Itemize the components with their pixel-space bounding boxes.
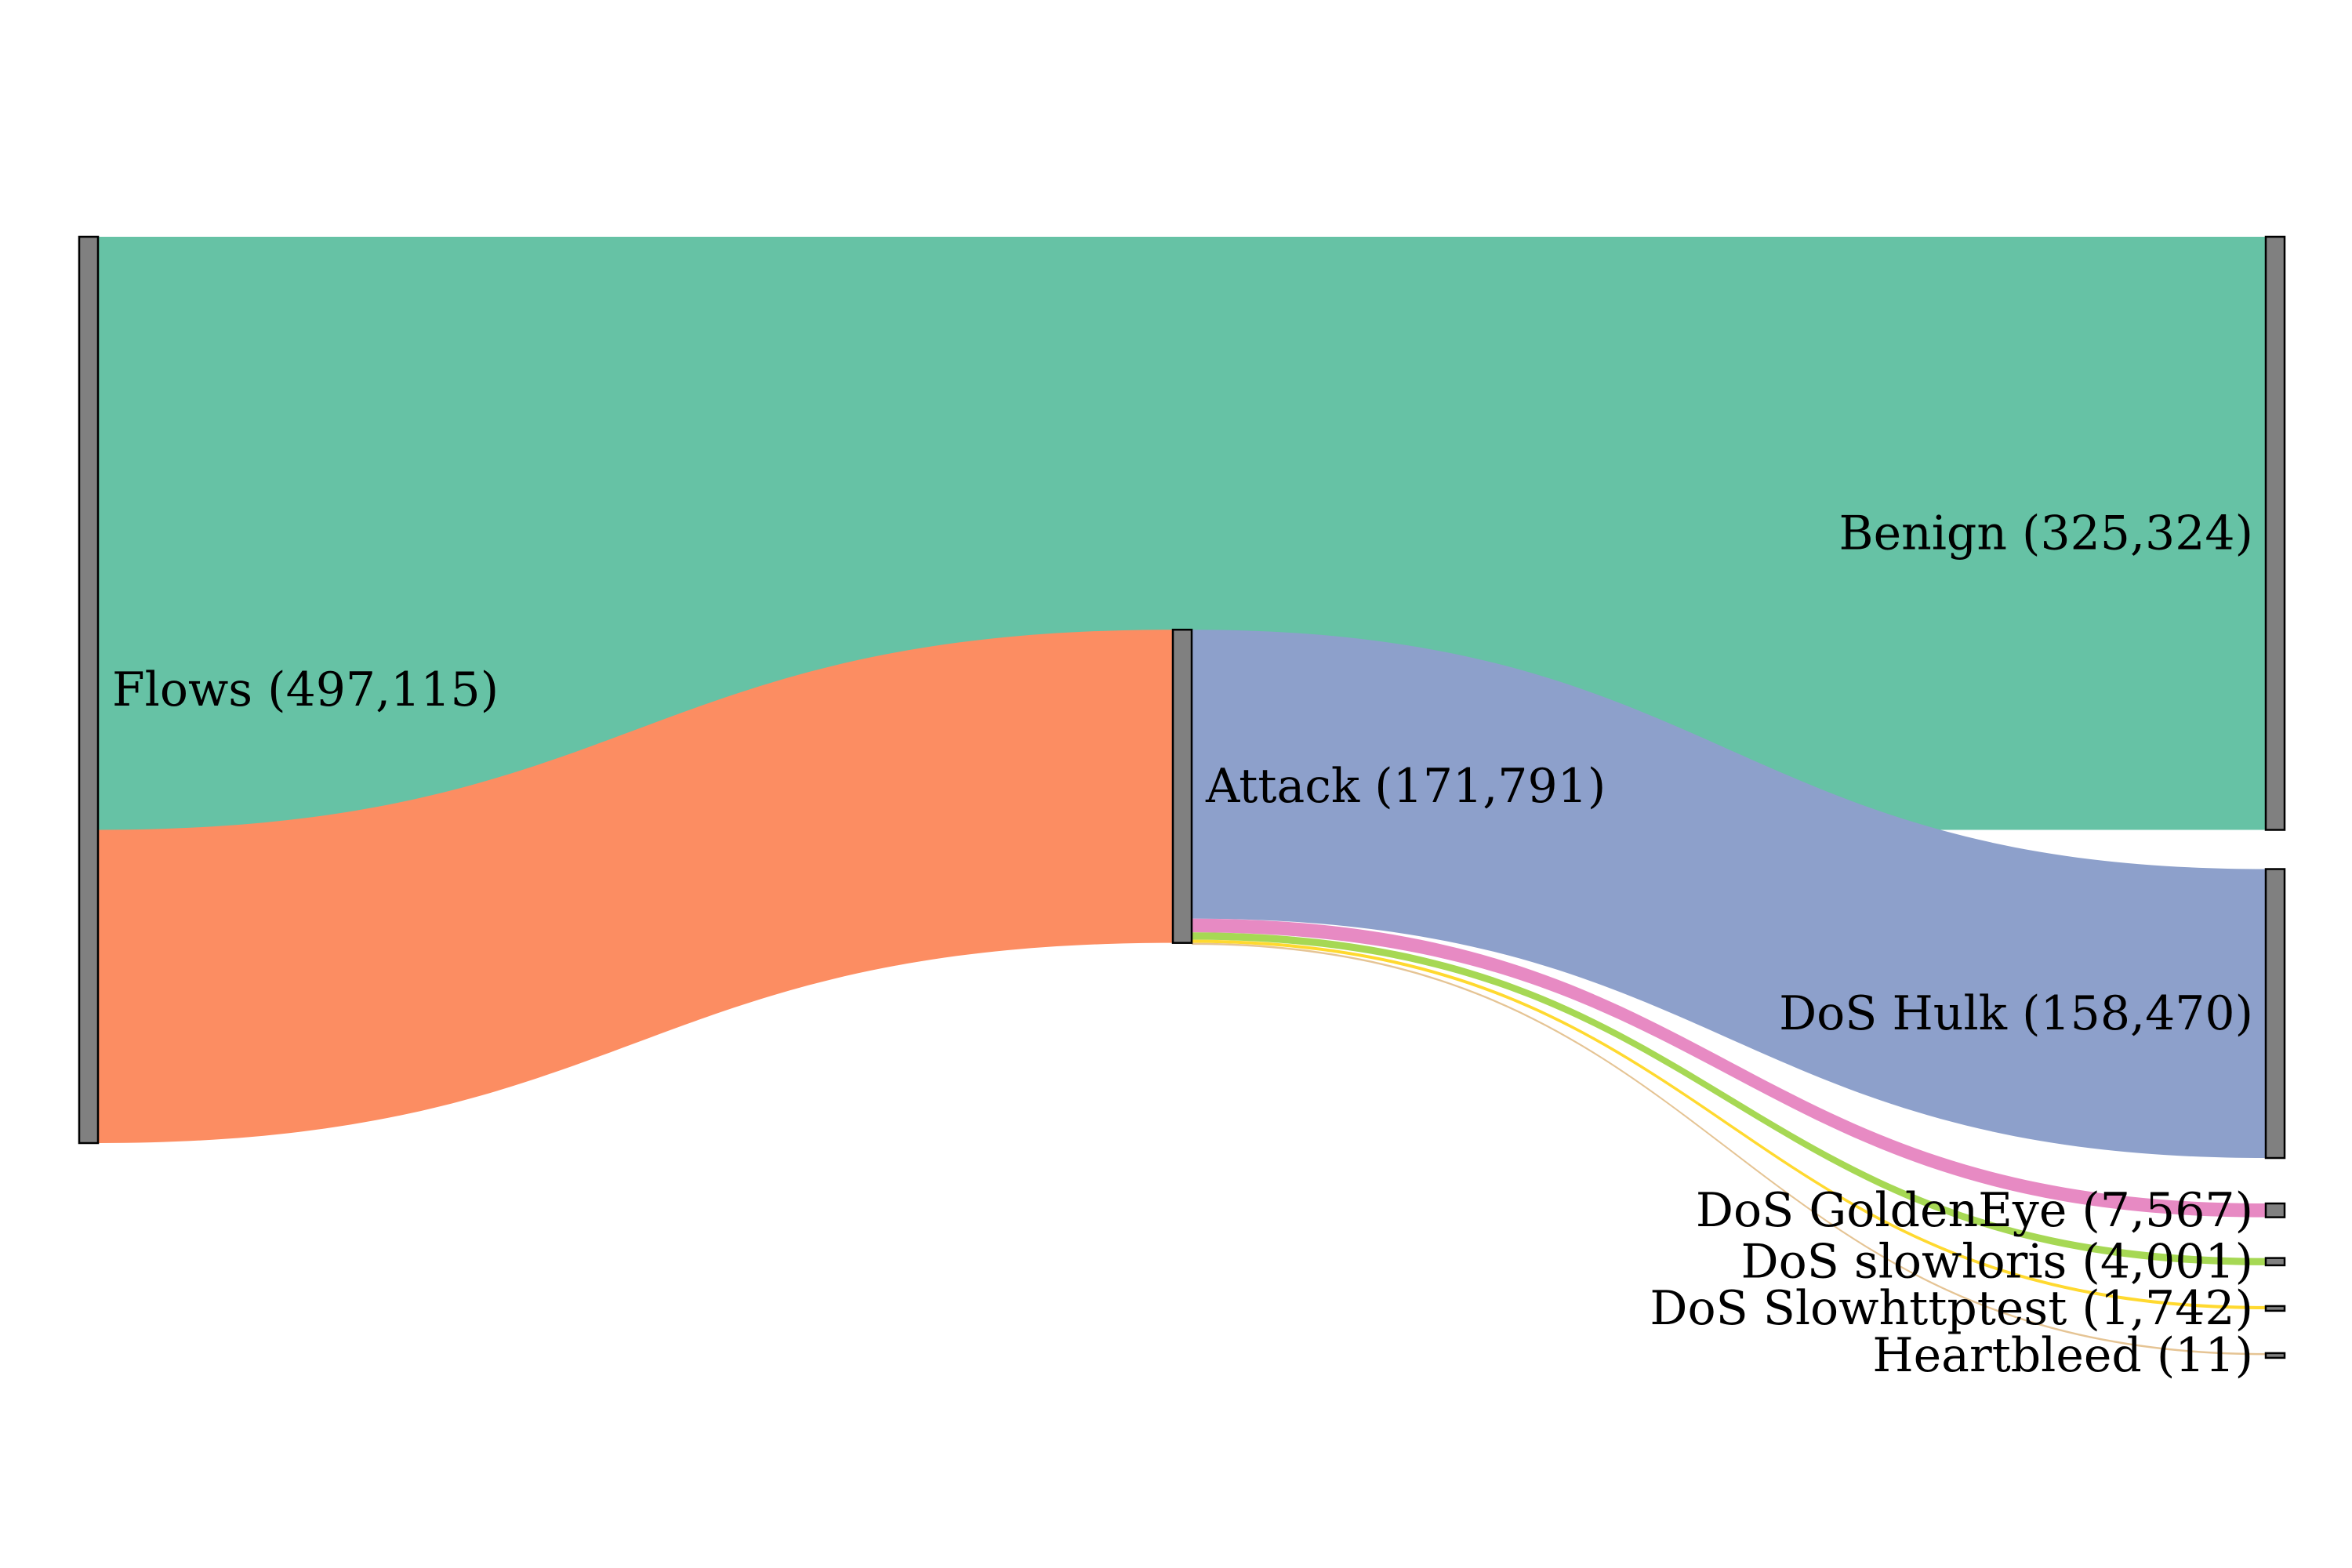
node-heartbleed <box>2264 1352 2286 1359</box>
node-dos-slowhttptest <box>2264 1305 2286 1312</box>
node-label-dos-slowloris: DoS slowloris (4,001) <box>1741 1234 2254 1289</box>
labels-layer: Flows (497,115) Attack (171,791) Benign (3… <box>112 506 2253 1383</box>
node-label-heartbleed: Heartbleed (11) <box>1872 1328 2253 1383</box>
node-label-dos-hulk: DoS Hulk (158,470) <box>1779 986 2253 1041</box>
node-label-dos-slowhttptest: DoS Slowhttptest (1,742) <box>1650 1281 2253 1336</box>
links-layer <box>98 237 2266 1356</box>
node-label-dos-goldeneye: DoS GoldenEye (7,567) <box>1696 1183 2253 1238</box>
node-dos-hulk <box>2264 868 2286 1160</box>
link-attack-to-dos-goldeneye <box>1192 918 2266 1218</box>
node-attack <box>1171 628 1193 944</box>
node-label-flows: Flows (497,115) <box>112 662 499 717</box>
link-attack-to-heartbleed <box>1192 942 2266 1356</box>
node-dos-goldeneye <box>2264 1202 2286 1218</box>
node-benign <box>2264 235 2286 831</box>
link-attack-to-dos-slowhttptest <box>1192 939 2266 1309</box>
link-flows-to-attack <box>98 630 1173 1143</box>
nodes-layer <box>78 235 2286 1359</box>
node-label-benign: Benign (325,324) <box>1839 506 2254 561</box>
link-attack-to-dos-slowloris <box>1192 932 2266 1265</box>
link-flows-to-benign <box>98 237 2266 830</box>
node-label-attack: Attack (171,791) <box>1205 759 1606 814</box>
node-dos-slowloris <box>2264 1257 2286 1267</box>
link-attack-to-dos-hulk <box>1192 630 2266 1159</box>
node-flows <box>78 235 100 1145</box>
